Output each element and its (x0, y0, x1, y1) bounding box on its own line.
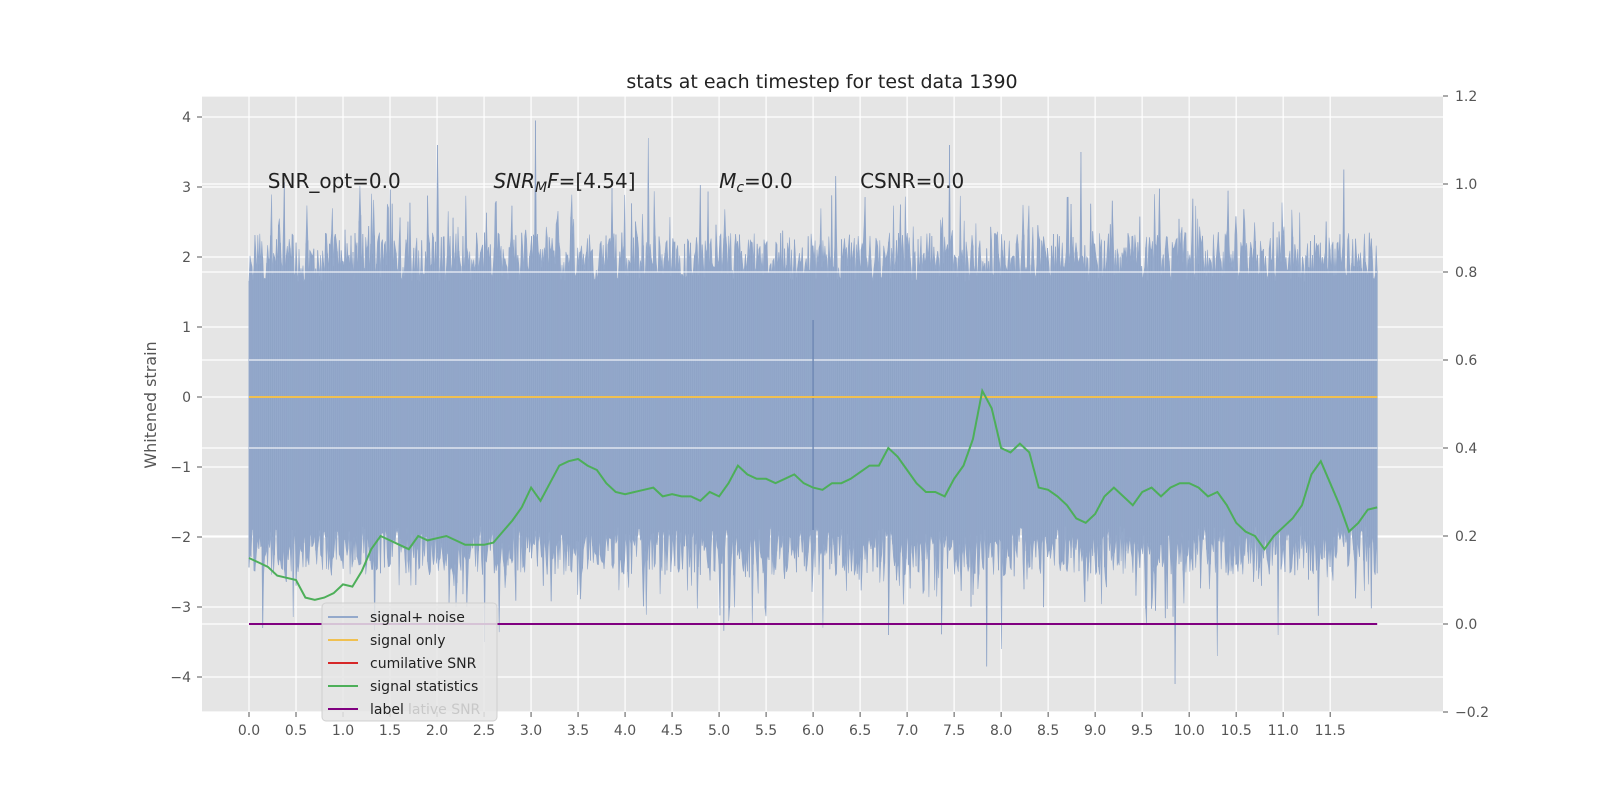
x-tick-label: 0.0 (238, 723, 260, 739)
annotation-3: CSNR=0.0 (860, 169, 964, 193)
y-tick-label: 4 (182, 110, 191, 126)
y-tick-label: −1 (170, 460, 191, 476)
x-tick-label: 3.5 (567, 723, 589, 739)
x-tick-label: 6.0 (802, 723, 824, 739)
legend: signal+ noise signal only cumilative SNR si… (321, 602, 498, 722)
annotation-0: SNR_opt=0.0 (268, 169, 401, 193)
x-tick-label: 8.5 (1037, 723, 1059, 739)
x-tick-label: 1.5 (379, 723, 401, 739)
x-tick-label: 5.5 (755, 723, 777, 739)
x-tick-label: 8.0 (990, 723, 1012, 739)
y-tick-label: 2 (182, 250, 191, 266)
y2-tick-label: 0.4 (1455, 441, 1477, 457)
signal-noise-strokes (248, 120, 1378, 684)
x-tick-label: 2.5 (473, 723, 495, 739)
series-signal-statistics (248, 387, 1378, 601)
y2-tick-label: 0.2 (1455, 529, 1477, 545)
y-tick-label: 1 (182, 320, 191, 336)
legend-label: label (370, 702, 404, 718)
x-tick-label: 1.0 (332, 723, 354, 739)
legend-ghost-label: lative SNR (408, 702, 481, 718)
x-tick-label: 4.5 (661, 723, 683, 739)
annotation-part: M (535, 180, 547, 196)
legend-label: signal+ noise (370, 610, 465, 626)
x-tick-label: 4.0 (614, 723, 636, 739)
legend-label: signal only (370, 633, 445, 649)
chart-title: stats at each timestep for test data 139… (626, 71, 1017, 93)
annotation-part: CSNR=0.0 (860, 169, 964, 193)
y2-tick-label: 0.8 (1455, 265, 1477, 281)
x-tick-label: 11.5 (1315, 723, 1346, 739)
axes: 0.0 0.5 1.0 1.5 2.0 2.5 3.0 3.5 4.0 4.5 5.0 5.5 6.0 6… (170, 89, 1489, 739)
x-tick-label: 0.5 (285, 723, 307, 739)
y-axis-label: Whitened strain (141, 341, 160, 468)
y-tick-label: −2 (170, 530, 191, 546)
legend-label: cumilative SNR (370, 656, 477, 672)
annotation-part: SNR_opt=0.0 (268, 169, 401, 193)
y-tick-label: −4 (170, 670, 191, 686)
x-tick-label: 10.0 (1174, 723, 1205, 739)
x-tick-label: 3.0 (520, 723, 542, 739)
y2-tick-label: 1.2 (1455, 89, 1477, 105)
x-tick-label: 7.0 (896, 723, 918, 739)
annotation-part: SNR (493, 169, 535, 193)
legend-label: signal statistics (370, 679, 478, 695)
y2-tick-label: 0.6 (1455, 353, 1477, 369)
x-tick-label: 6.5 (849, 723, 871, 739)
annotation-part: M (719, 169, 736, 193)
y-tick-label: −3 (170, 600, 191, 616)
annotation-part: =[4.54] (559, 169, 636, 193)
x-tick-label: 11.0 (1268, 723, 1299, 739)
y2-tick-label: −0.2 (1455, 705, 1489, 721)
annotations: SNR_opt=0.0 SNRMF=[4.54] Mc=0.0 CSNR=0.0 (268, 169, 964, 196)
x-tick-label: 5.0 (708, 723, 730, 739)
y2-tick-label: 1.0 (1455, 177, 1477, 193)
x-tick-label: 2.0 (426, 723, 448, 739)
series-signal-noise (248, 120, 1378, 685)
annotation-part: F (547, 169, 559, 193)
y-tick-label: 3 (182, 180, 191, 196)
annotation-part: c (736, 180, 744, 196)
annotation-2: Mc=0.0 (719, 169, 793, 196)
legend-box (321, 602, 498, 722)
y2-tick-label: 0.0 (1455, 617, 1477, 633)
x-tick-label: 9.5 (1131, 723, 1153, 739)
x-tick-label: 9.0 (1084, 723, 1106, 739)
x-tick-label: 7.5 (943, 723, 965, 739)
annotation-1: SNRMF=[4.54] (493, 169, 635, 196)
y-tick-label: 0 (182, 390, 191, 406)
x-tick-label: 10.5 (1221, 723, 1252, 739)
annotation-part: =0.0 (744, 169, 793, 193)
